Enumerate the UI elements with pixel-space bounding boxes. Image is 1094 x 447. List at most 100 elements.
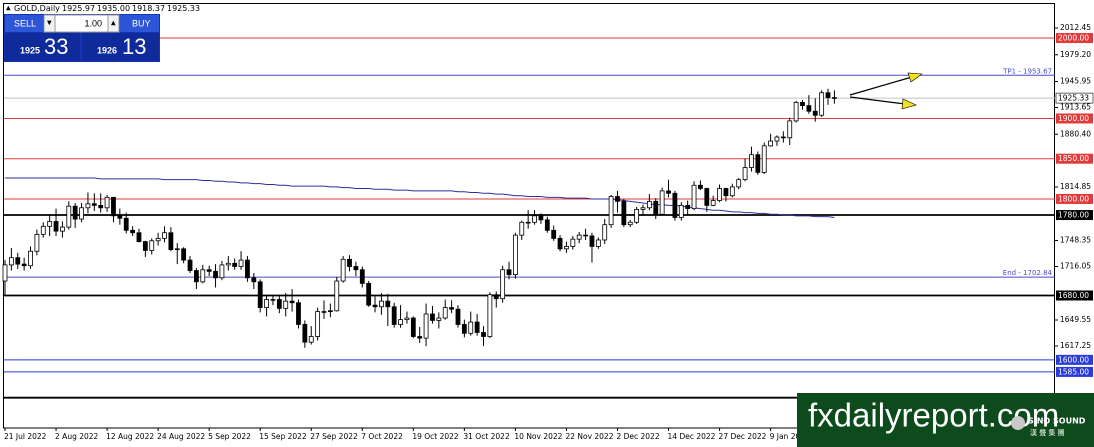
candle-body bbox=[15, 257, 21, 265]
candle-body bbox=[404, 317, 410, 321]
candle-body bbox=[347, 258, 352, 267]
candle-body bbox=[474, 321, 480, 333]
chart-title: GOLD,Daily bbox=[14, 4, 60, 13]
y-tick-label: 1617.25 bbox=[1060, 341, 1091, 350]
header-low: 1918.37 bbox=[132, 4, 165, 13]
x-tick-label: 22 Nov 2022 bbox=[565, 432, 613, 441]
candle-body bbox=[812, 110, 818, 116]
candle-body bbox=[481, 332, 486, 337]
y-tick-label: 1880.40 bbox=[1060, 129, 1091, 138]
candle-body bbox=[53, 221, 59, 232]
x-tick-label: 7 Oct 2022 bbox=[361, 432, 403, 441]
candle-body bbox=[66, 205, 72, 228]
candle-body bbox=[251, 277, 257, 283]
candle-body bbox=[525, 221, 531, 224]
bid-main[interactable]: 1925 bbox=[20, 45, 40, 55]
buy-label[interactable]: BUY bbox=[132, 18, 151, 28]
x-tick-label: 9 Jan 2023 bbox=[770, 432, 810, 441]
lot-up[interactable] bbox=[107, 14, 120, 33]
buy-button[interactable] bbox=[120, 15, 159, 32]
candle-body bbox=[340, 258, 346, 282]
candle-body bbox=[780, 136, 786, 139]
bid-box[interactable] bbox=[5, 33, 80, 61]
x-tick-label: 2 Aug 2022 bbox=[55, 432, 98, 441]
sell-label[interactable]: SELL bbox=[14, 18, 36, 28]
candle-body bbox=[98, 204, 104, 209]
candle-body bbox=[793, 101, 799, 122]
watermark: fxdailyreport.com SINO SOUND 漢 聲 集 團 bbox=[797, 393, 1094, 447]
candle-body bbox=[500, 269, 506, 300]
candle-body bbox=[206, 269, 212, 272]
candle-body bbox=[723, 188, 729, 197]
forecast-arrows bbox=[849, 72, 923, 110]
candle-body bbox=[659, 190, 665, 215]
candle-body bbox=[257, 281, 263, 308]
lot-up-icon[interactable]: ▲ bbox=[111, 20, 116, 27]
x-tick-label: 5 Sep 2022 bbox=[208, 432, 251, 441]
candle-body bbox=[800, 101, 805, 107]
candle-body bbox=[468, 321, 474, 334]
candle-body bbox=[2, 264, 8, 282]
candle-body bbox=[187, 259, 193, 271]
candle-body bbox=[193, 270, 199, 283]
bid-pips[interactable]: 33 bbox=[44, 34, 68, 59]
candle-body bbox=[155, 237, 161, 242]
candle-body bbox=[742, 167, 748, 181]
sell-button[interactable] bbox=[5, 15, 43, 32]
candle-body bbox=[91, 203, 97, 206]
candle-body bbox=[219, 264, 225, 279]
watermark-brand-sub: 漢 聲 集 團 bbox=[1030, 428, 1065, 437]
candle-body bbox=[544, 219, 550, 231]
candle-body bbox=[691, 184, 697, 209]
candle-body bbox=[315, 311, 321, 337]
candle-body bbox=[595, 239, 601, 247]
ask-box[interactable] bbox=[82, 33, 159, 61]
candle-body bbox=[72, 205, 78, 220]
candle-body bbox=[162, 232, 167, 239]
collapse-icon[interactable]: ▲ bbox=[6, 5, 11, 12]
level-label-box bbox=[1056, 354, 1093, 365]
candle-body bbox=[736, 179, 742, 188]
candle-body bbox=[117, 215, 123, 219]
candle-body bbox=[717, 188, 722, 201]
level-label-box bbox=[1056, 290, 1093, 301]
candle-body bbox=[410, 317, 416, 337]
level-label: 1850.00 bbox=[1058, 154, 1089, 163]
logo-icon bbox=[1011, 416, 1025, 430]
level-label: 1800.00 bbox=[1058, 194, 1089, 203]
candle-body bbox=[653, 200, 659, 215]
candle-body bbox=[181, 248, 187, 261]
candle-body bbox=[819, 92, 825, 116]
x-tick-label: 31 Oct 2022 bbox=[463, 432, 510, 441]
x-tick-label: 14 Dec 2022 bbox=[668, 432, 716, 441]
ask-pips[interactable]: 13 bbox=[122, 34, 146, 59]
x-tick-label: 21 Jul 2022 bbox=[4, 432, 47, 441]
candle-body bbox=[359, 269, 365, 284]
lot-down-icon[interactable]: ▼ bbox=[47, 20, 52, 27]
candle-body bbox=[519, 221, 525, 236]
lot-value[interactable]: 1.00 bbox=[84, 18, 102, 28]
bid-label: 1925.33 bbox=[1058, 94, 1089, 103]
candle-body bbox=[774, 136, 780, 142]
candle-body bbox=[551, 229, 557, 239]
candle-body bbox=[493, 294, 499, 300]
level-text: TP1 - 1953.67 bbox=[1002, 67, 1052, 75]
candle-body bbox=[270, 299, 276, 301]
watermark-brand: SINO SOUND bbox=[1028, 417, 1086, 426]
candle-body bbox=[34, 233, 40, 252]
y-tick-label: 1716.05 bbox=[1060, 261, 1091, 270]
level-label: 1780.00 bbox=[1058, 211, 1089, 220]
candle-body bbox=[79, 207, 84, 220]
x-tick-label: 27 Dec 2022 bbox=[719, 432, 767, 441]
candle-body bbox=[142, 241, 148, 251]
level-label-box bbox=[1056, 153, 1093, 164]
x-tick-label: 19 Oct 2022 bbox=[412, 432, 459, 441]
candle-body bbox=[685, 204, 691, 209]
candle-body bbox=[353, 266, 359, 271]
candle-body bbox=[8, 257, 14, 266]
candle-body bbox=[289, 300, 295, 304]
candle-body bbox=[149, 240, 155, 251]
candle-body bbox=[85, 203, 91, 209]
ask-main[interactable]: 1926 bbox=[97, 45, 117, 55]
candle-body bbox=[583, 234, 588, 237]
